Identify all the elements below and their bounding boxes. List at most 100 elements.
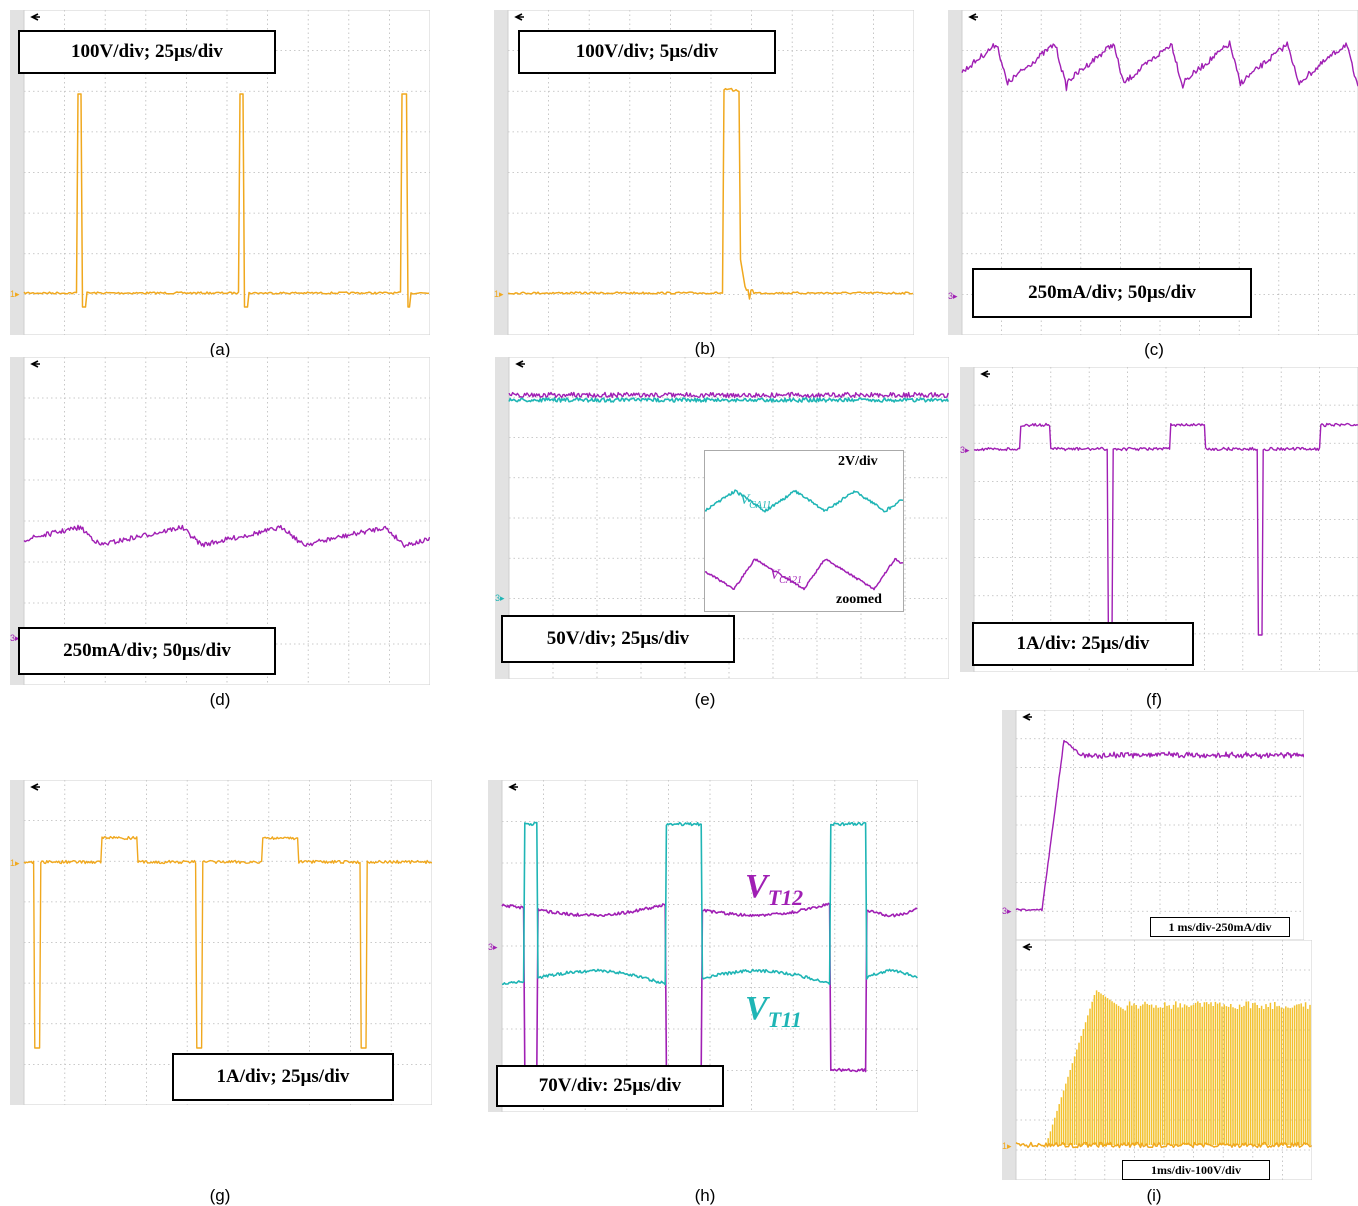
trigger-arrow xyxy=(1022,943,1032,951)
grid-border xyxy=(1015,710,1304,940)
trace-magenta xyxy=(1015,739,1304,912)
scope-i-bottom-svg: 1▸ xyxy=(1002,940,1312,1180)
trace-cyan xyxy=(501,821,918,986)
trace-yellow xyxy=(507,87,914,300)
inset-scale-e: 2V/div xyxy=(838,454,878,469)
trigger-arrow xyxy=(968,13,978,21)
scope-left-frame xyxy=(10,357,24,685)
trace-magenta xyxy=(961,40,1358,92)
caption-a: (a) xyxy=(209,340,231,359)
grid-border xyxy=(23,780,432,1105)
inset-vca21-sub: CA21 xyxy=(779,575,802,586)
inset-trace-magenta xyxy=(705,557,903,591)
scope-left-frame xyxy=(10,10,24,335)
grid-border xyxy=(23,357,430,685)
caption-h: (h) xyxy=(694,1186,716,1205)
trace-magenta xyxy=(973,422,1358,636)
trace-magenta xyxy=(508,391,949,399)
scale-label-f: 1A/div: 25µs/div xyxy=(972,622,1194,666)
inset-vca11-sub: CA11 xyxy=(749,500,772,511)
scope-left-frame xyxy=(1002,940,1016,1180)
channel-marker: 3▸ xyxy=(948,291,958,301)
trace-cyan xyxy=(508,397,949,403)
scope-h-svg: 3▸ xyxy=(488,780,918,1112)
scope-g-svg: 1▸ xyxy=(10,780,432,1105)
scale-label-a: 100V/div; 25µs/div xyxy=(18,30,276,74)
scope-f-svg: 3▸ xyxy=(960,367,1358,672)
trigger-arrow xyxy=(508,783,518,791)
trace-yellow xyxy=(23,835,432,1049)
scale-label-d: 250mA/div; 50µs/div xyxy=(18,627,276,675)
channel-marker: 1▸ xyxy=(494,289,504,299)
channel-marker: 1▸ xyxy=(1002,1141,1012,1151)
caption-g: (g) xyxy=(209,1186,231,1205)
trigger-arrow xyxy=(515,360,525,368)
scope-left-frame xyxy=(488,780,502,1112)
scope-left-frame xyxy=(960,367,974,672)
scale-label-i-bottom: 1ms/div-100V/div xyxy=(1122,1160,1270,1180)
trace-vt11-v: V xyxy=(745,990,768,1027)
trace-magenta xyxy=(23,524,430,548)
channel-marker: 3▸ xyxy=(960,445,970,455)
scope-h: 3▸ xyxy=(488,780,918,1112)
scope-f: 3▸ xyxy=(960,367,1358,672)
grid-border xyxy=(973,367,1358,672)
scale-label-i-top: 1 ms/div-250mA/div xyxy=(1150,917,1290,937)
trigger-arrow xyxy=(514,13,524,21)
trace-vt11-sub: T11 xyxy=(767,1006,802,1032)
inset-e xyxy=(704,450,904,612)
caption-i: (i) xyxy=(1146,1186,1162,1205)
scope-left-frame xyxy=(10,780,24,1105)
caption-f: (f) xyxy=(1145,690,1163,709)
grid-border xyxy=(961,10,1358,335)
trace-yellow-baseline xyxy=(1015,1141,1312,1149)
inset-e-svg xyxy=(705,489,903,591)
trace-label-vt11: VT11 xyxy=(745,990,802,1033)
scale-label-c: 250mA/div; 50µs/div xyxy=(972,268,1252,318)
scale-label-b: 100V/div; 5µs/div xyxy=(518,30,776,74)
inset-note-e: zoomed xyxy=(836,592,882,607)
trigger-arrow xyxy=(30,360,40,368)
grid-border xyxy=(501,780,918,1112)
inset-vca11-v: V xyxy=(740,492,750,508)
scope-left-frame xyxy=(948,10,962,335)
caption-d: (d) xyxy=(209,690,231,709)
scope-i-bottom: 1▸ xyxy=(1002,940,1312,1180)
trace-label-vt12: VT12 xyxy=(745,868,803,911)
trace-vt12-sub: T12 xyxy=(767,884,804,910)
grid-border xyxy=(23,10,430,335)
trace-yellow xyxy=(23,93,430,308)
scale-label-e: 50V/div; 25µs/div xyxy=(501,615,735,663)
channel-marker: 1▸ xyxy=(10,858,20,868)
channel-marker: 3▸ xyxy=(10,633,20,643)
channel-marker: 3▸ xyxy=(1002,906,1012,916)
caption-b: (b) xyxy=(694,339,716,358)
scope-i-top: 3▸ xyxy=(1002,710,1304,940)
caption-e: (e) xyxy=(694,690,716,709)
scope-a-svg: 1▸ xyxy=(10,10,430,335)
scope-g: 1▸ xyxy=(10,780,432,1105)
scope-e-svg: 3▸ xyxy=(495,357,949,679)
scale-label-g: 1A/div; 25µs/div xyxy=(172,1053,394,1101)
trace-magenta xyxy=(501,902,918,1073)
scope-left-frame xyxy=(494,10,508,335)
grid-border xyxy=(1015,940,1312,1180)
scope-left-frame xyxy=(1002,710,1016,940)
inset-vca21-label: VCA21 xyxy=(770,567,802,586)
trigger-arrow xyxy=(30,783,40,791)
channel-marker: 1▸ xyxy=(10,289,20,299)
grid-border xyxy=(508,357,949,679)
scope-d-svg: 3▸ xyxy=(10,357,430,685)
grid-border xyxy=(507,10,914,335)
inset-vca11-label: VCA11 xyxy=(740,492,771,511)
scope-left-frame xyxy=(495,357,509,679)
scale-label-h: 70V/div: 25µs/div xyxy=(496,1065,724,1107)
channel-marker: 3▸ xyxy=(488,942,498,952)
inset-vca21-v: V xyxy=(770,567,780,583)
trigger-arrow xyxy=(1022,713,1032,721)
inset-trace-cyan xyxy=(705,489,903,513)
trigger-arrow xyxy=(980,370,990,378)
scope-i-top-svg: 3▸ xyxy=(1002,710,1304,940)
caption-c: (c) xyxy=(1144,340,1164,359)
trigger-arrow xyxy=(30,13,40,21)
